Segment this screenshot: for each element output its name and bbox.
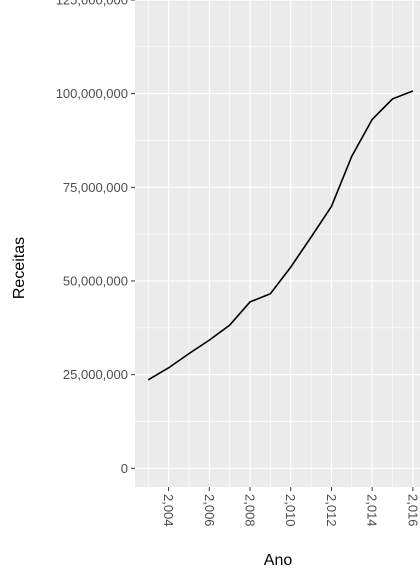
y-tick-label: 0 <box>121 461 128 476</box>
x-tick-label: 2,004 <box>161 494 176 527</box>
x-tick-label: 2,010 <box>283 494 298 527</box>
y-axis-title: Receitas <box>11 237 28 299</box>
series-line <box>147 90 414 381</box>
major-gridlines <box>135 0 420 487</box>
y-tick-label: 50,000,000 <box>63 273 128 288</box>
minor-gridlines <box>135 0 420 487</box>
y-axis-ticks: 0 25,000,000 50,000,000 75,000,000 100,000,0… <box>56 0 135 476</box>
x-tick-label: 2,006 <box>202 494 217 527</box>
panel-background <box>135 0 420 487</box>
x-axis-title: Ano <box>264 552 293 569</box>
x-tick-label: 2,012 <box>324 494 339 527</box>
x-tick-label: 2,016 <box>405 494 420 527</box>
y-tick-label: 100,000,000 <box>56 86 128 101</box>
x-axis-ticks: 2,004 2,006 2,008 2,010 2,012 2,014 2,016 <box>161 487 420 527</box>
x-tick-label: 2,014 <box>365 494 380 527</box>
y-tick-label: 75,000,000 <box>63 180 128 195</box>
y-tick-label: 25,000,000 <box>63 367 128 382</box>
x-tick-label: 2,008 <box>243 494 258 527</box>
y-tick-label: 125,000,000 <box>56 0 128 8</box>
